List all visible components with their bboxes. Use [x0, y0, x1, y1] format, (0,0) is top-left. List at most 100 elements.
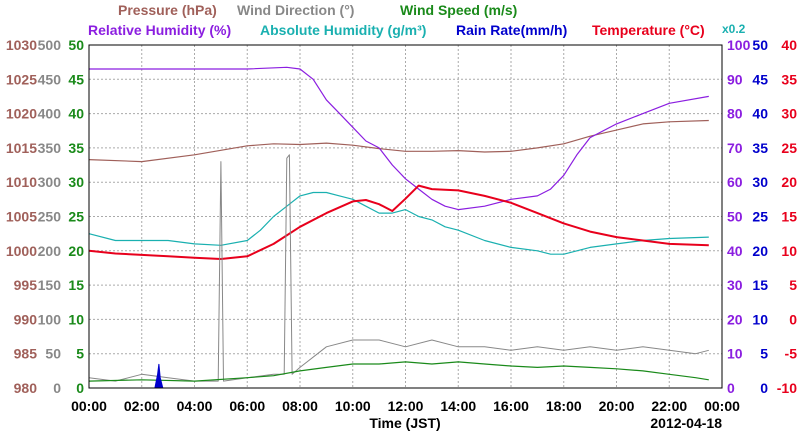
x-tick-label: 00:00: [71, 398, 107, 414]
y-tick-abs-humidity: 0: [760, 380, 768, 396]
series-pressure: [88, 119, 709, 163]
y-tick-humidity: 90: [727, 71, 743, 87]
y-tick-pressure: 1020: [6, 106, 37, 122]
x-tick-label: 12:00: [388, 398, 424, 414]
y-tick-wind_dir: 50: [45, 346, 61, 362]
y-tick-pressure: 1015: [6, 140, 37, 156]
series-humidity: [89, 66, 709, 211]
y-tick-abs-humidity: 25: [752, 209, 768, 225]
left-axes: 9809859909951000100510101015102010251030…: [6, 37, 84, 396]
y-tick-wind_dir: 300: [38, 174, 62, 190]
y-tick-wind_speed: 20: [68, 243, 84, 259]
y-tick-temperature: 0: [789, 311, 797, 327]
y-tick-temperature: -10: [777, 380, 797, 396]
y-tick-wind_dir: 450: [38, 71, 62, 87]
x-tick-label: 04:00: [177, 398, 213, 414]
y-tick-temperature: 40: [781, 37, 797, 53]
y-tick-temperature: 35: [781, 71, 797, 87]
legend-wind-speed: Wind Speed (m/s): [400, 2, 517, 18]
y-tick-pressure: 1000: [6, 243, 37, 259]
x-tick-label: 02:00: [124, 398, 160, 414]
legend-absolute-humidity: Absolute Humidity (g/m³): [260, 22, 426, 38]
y-tick-pressure: 1010: [6, 174, 37, 190]
y-tick-pressure: 990: [14, 311, 38, 327]
y-tick-pressure: 1005: [6, 209, 37, 225]
y-tick-abs-humidity: 15: [752, 277, 768, 293]
x-tick-label: 10:00: [335, 398, 371, 414]
x-tick-label: 18:00: [546, 398, 582, 414]
x-tick-label: 00:00: [704, 398, 740, 414]
y-tick-wind_speed: 30: [68, 174, 84, 190]
y-tick-humidity: 60: [727, 174, 743, 190]
y-tick-humidity: 80: [727, 106, 743, 122]
y-tick-pressure: 1030: [6, 37, 37, 53]
y-tick-wind_dir: 100: [38, 311, 62, 327]
y-tick-wind_dir: 500: [38, 37, 62, 53]
x-tick-label: 20:00: [599, 398, 635, 414]
y-tick-temperature: 20: [781, 174, 797, 190]
series-wind-dir: [88, 154, 709, 382]
y-tick-abs-humidity: 40: [752, 106, 768, 122]
right-axes: 0102030405060708090100051015202530354045…: [727, 37, 797, 396]
grid: [89, 45, 722, 388]
y-tick-wind_dir: 400: [38, 106, 62, 122]
y-tick-pressure: 1025: [6, 71, 37, 87]
y-tick-wind_dir: 250: [38, 209, 62, 225]
series-abs-humidity: [88, 191, 709, 255]
x-axis-label: Time (JST): [369, 415, 440, 431]
y-tick-abs-humidity: 20: [752, 243, 768, 259]
y-tick-wind_dir: 350: [38, 140, 62, 156]
y-tick-wind_speed: 15: [68, 277, 84, 293]
y-tick-wind_dir: 0: [53, 380, 61, 396]
y-tick-pressure: 980: [14, 380, 38, 396]
y-tick-humidity: 20: [727, 311, 743, 327]
y-tick-humidity: 40: [727, 243, 743, 259]
y-tick-wind_dir: 150: [38, 277, 62, 293]
legend-rain-rate: Rain Rate(mm/h): [456, 22, 567, 38]
x-tick-label: 08:00: [282, 398, 318, 414]
y-tick-wind_speed: 0: [76, 380, 84, 396]
y-tick-abs-humidity: 45: [752, 71, 768, 87]
y-tick-humidity: 100: [727, 37, 751, 53]
x-axis: 00:00 02:00 04:00 06:00 08:00 10:00 12:00 14:00…: [71, 398, 740, 414]
y-tick-pressure: 985: [14, 346, 38, 362]
y-tick-abs-humidity: 5: [760, 346, 768, 362]
y-tick-humidity: 10: [727, 346, 743, 362]
y-tick-wind_dir: 200: [38, 243, 62, 259]
y-tick-wind_speed: 5: [76, 346, 84, 362]
y-tick-abs-humidity: 10: [752, 311, 768, 327]
y-tick-humidity: 70: [727, 140, 743, 156]
y-tick-temperature: 25: [781, 140, 797, 156]
legend-temperature: Temperature (°C): [592, 22, 705, 38]
y-tick-wind_speed: 25: [68, 209, 84, 225]
y-tick-wind_speed: 35: [68, 140, 84, 156]
y-tick-abs-humidity: 30: [752, 174, 768, 190]
y-tick-temperature: 30: [781, 106, 797, 122]
series-wind-speed: [88, 361, 709, 382]
y-tick-wind_speed: 10: [68, 311, 84, 327]
y-tick-temperature: 15: [781, 209, 797, 225]
y-tick-humidity: 30: [727, 277, 743, 293]
x-tick-label: 06:00: [229, 398, 265, 414]
plot-frame: [88, 44, 723, 389]
y-tick-abs-humidity: 50: [752, 37, 768, 53]
y-tick-abs-humidity: 35: [752, 140, 768, 156]
x-tick-label: 22:00: [651, 398, 687, 414]
legend-pressure: Pressure (hPa): [118, 2, 217, 18]
y-tick-humidity: 50: [727, 209, 743, 225]
y-tick-humidity: 0: [727, 380, 735, 396]
y-tick-temperature: 10: [781, 243, 797, 259]
date-label: 2012-04-18: [650, 415, 722, 431]
x-tick-label: 16:00: [493, 398, 529, 414]
y-tick-temperature: -5: [785, 346, 798, 362]
y-tick-temperature: 5: [789, 277, 797, 293]
y-tick-pressure: 995: [14, 277, 38, 293]
x-tick-label: 14:00: [440, 398, 476, 414]
legend: Pressure (hPa) Wind Direction (°) Wind S…: [88, 2, 746, 38]
y-tick-wind_speed: 50: [68, 37, 84, 53]
y-tick-wind_speed: 45: [68, 71, 84, 87]
legend-relative-humidity: Relative Humidity (%): [88, 22, 231, 38]
legend-wind-direction: Wind Direction (°): [237, 2, 354, 18]
series-temperature: [88, 184, 709, 260]
